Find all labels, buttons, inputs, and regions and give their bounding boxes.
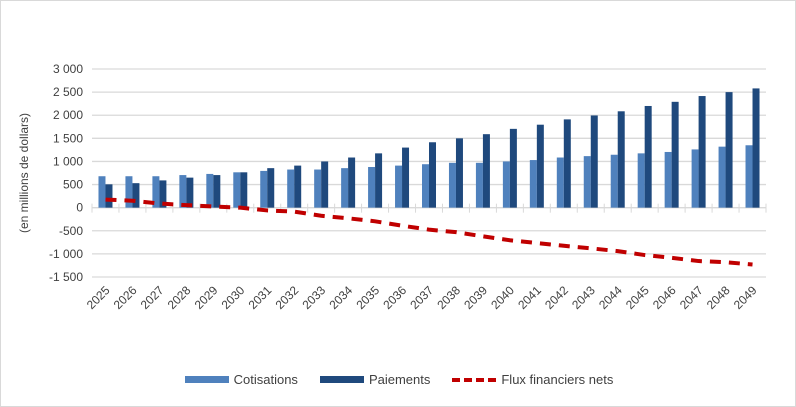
- x-tick-label: 2034: [326, 283, 355, 312]
- bar-paiements: [509, 128, 517, 208]
- x-tick-label: 2039: [461, 283, 490, 312]
- bar-cotisations: [98, 176, 106, 208]
- bar-cotisations: [556, 157, 564, 208]
- legend-label: Flux financiers nets: [501, 372, 614, 387]
- bar-cotisations: [260, 170, 268, 208]
- x-tick-label: 2041: [515, 283, 544, 312]
- bar-cotisations: [233, 172, 241, 208]
- bar-cotisations: [502, 161, 510, 208]
- bar-paiements: [348, 157, 356, 208]
- bar-cotisations: [341, 168, 349, 208]
- bar-cotisations: [745, 145, 753, 208]
- x-tick-label: 2026: [111, 283, 140, 312]
- bar-cotisations: [314, 169, 322, 208]
- bar-paiements: [267, 168, 275, 208]
- x-tick-label: 2025: [84, 283, 113, 312]
- bar-cotisations: [422, 164, 429, 208]
- legend-swatch: [319, 376, 364, 383]
- y-tick-label: 2 000: [53, 108, 83, 122]
- x-tick-label: 2030: [219, 283, 248, 312]
- legend-swatch: [452, 377, 497, 382]
- bar-cotisations: [395, 165, 403, 208]
- y-tick-label: -1 000: [49, 247, 83, 261]
- y-tick-label: 1 000: [53, 154, 83, 168]
- bar-cotisations: [691, 149, 699, 208]
- bar-paiements: [617, 111, 625, 208]
- legend-label: Cotisations: [233, 372, 298, 387]
- legend-item-paiements: Paiements: [319, 372, 431, 387]
- bar-paiements: [536, 124, 544, 208]
- y-axis-label: (en millions de dollars): [17, 113, 31, 233]
- x-tick-label: 2045: [623, 283, 652, 312]
- x-tick-label: 2048: [704, 283, 733, 312]
- x-tick-label: 2033: [299, 283, 328, 312]
- bar-paiements: [671, 101, 679, 208]
- bar-cotisations: [529, 160, 537, 208]
- x-tick-label: 2035: [353, 283, 382, 312]
- bar-cotisations: [287, 169, 295, 208]
- y-tick-label: 0: [76, 201, 83, 215]
- bar-paiements: [321, 161, 329, 208]
- bar-cotisations: [610, 154, 618, 208]
- x-tick-label: 2046: [650, 283, 679, 312]
- bar-paiements: [429, 142, 436, 208]
- bar-paiements: [213, 175, 221, 208]
- x-tick-label: 2032: [273, 283, 302, 312]
- bar-paiements: [186, 177, 194, 208]
- bar-paiements: [402, 147, 410, 208]
- bar-cotisations: [125, 176, 133, 208]
- x-tick-label: 2037: [407, 283, 436, 312]
- bar-paiements: [590, 115, 598, 208]
- y-tick-label: 500: [63, 178, 83, 192]
- x-tick-label: 2043: [569, 283, 598, 312]
- legend: Cotisations Paiements Flux financiers ne…: [1, 372, 795, 387]
- bar-cotisations: [448, 162, 456, 208]
- x-tick-label: 2027: [138, 283, 167, 312]
- legend-item-flux: Flux financiers nets: [452, 372, 613, 387]
- bar-cotisations: [152, 176, 160, 208]
- x-tick-label: 2049: [731, 283, 760, 312]
- y-tick-label: -1 500: [49, 270, 83, 284]
- bar-cotisations: [718, 146, 726, 208]
- legend-label: Paiements: [368, 372, 431, 387]
- line-flux-financiers-nets: [105, 197, 753, 267]
- legend-item-cotisations: Cotisations: [184, 372, 298, 387]
- x-tick-label: 2036: [380, 283, 409, 312]
- bar-paiements: [752, 88, 760, 208]
- y-tick-label: -500: [59, 224, 83, 238]
- bar-cotisations: [637, 153, 645, 208]
- bar-paiements: [698, 96, 706, 208]
- x-tick-label: 2044: [596, 283, 625, 312]
- bar-paiements: [563, 119, 571, 208]
- bar-paiements: [294, 165, 302, 208]
- y-tick-label: 3 000: [53, 62, 83, 76]
- x-tick-label: 2042: [542, 283, 571, 312]
- bar-cotisations: [583, 156, 591, 208]
- bar-paiements: [132, 183, 140, 208]
- bar-paiements: [455, 138, 463, 208]
- legend-swatch: [184, 376, 229, 383]
- bar-paiements: [375, 153, 383, 208]
- bar-cotisations: [179, 175, 187, 208]
- bar-cotisations: [475, 162, 483, 208]
- bar-paiements: [240, 172, 248, 208]
- bar-paiements: [482, 134, 490, 208]
- bar-cotisations: [206, 173, 214, 208]
- x-tick-label: 2031: [246, 283, 275, 312]
- x-tick-label: 2040: [488, 283, 517, 312]
- bar-paiements: [105, 184, 113, 208]
- x-tick-label: 2047: [677, 283, 706, 312]
- y-tick-label: 1 500: [53, 131, 83, 145]
- x-tick-label: 2029: [192, 283, 221, 312]
- bar-paiements: [725, 92, 733, 208]
- bar-cotisations: [664, 151, 672, 208]
- x-tick-label: 2028: [165, 283, 194, 312]
- x-tick-label: 2038: [434, 283, 463, 312]
- y-tick-label: 2 500: [53, 85, 83, 99]
- bar-paiements: [644, 105, 652, 208]
- bar-cotisations: [368, 166, 376, 208]
- bar-paiements: [159, 180, 167, 208]
